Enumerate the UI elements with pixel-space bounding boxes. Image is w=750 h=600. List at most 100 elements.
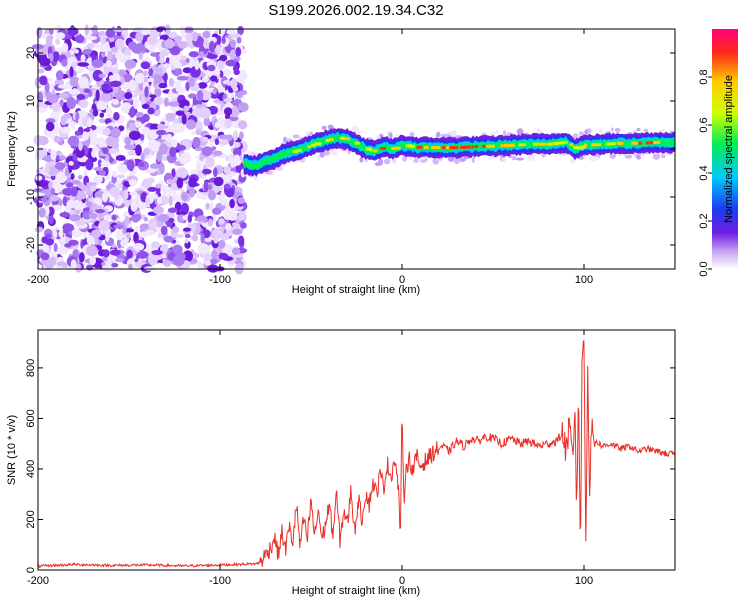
spectrogram-noise-blob: [188, 177, 197, 188]
spectrogram-noise-blob: [95, 209, 105, 214]
spectrogram-noise-blob: [59, 212, 71, 218]
spectrogram-noise-blob: [147, 77, 155, 83]
spectrogram-noise-blob: [57, 84, 68, 89]
spectrogram-noise-blob: [138, 202, 148, 208]
spectrogram-noise-blob: [131, 44, 144, 54]
spectrogram-noise-blob: [168, 101, 180, 107]
spectrogram-noise-blob: [85, 35, 98, 41]
spectrogram-noise-blob: [146, 193, 159, 200]
colorbar-label: Normalized spectral amplitude: [723, 75, 735, 223]
spectrogram-core-segment: [311, 143, 316, 147]
spectrogram-noise-blob: [184, 233, 191, 239]
spectrogram-noise-blob: [175, 86, 187, 94]
spectrogram-noise-blob: [132, 243, 145, 251]
spectrogram-noise-blob: [65, 182, 74, 188]
spectrogram-core-segment: [518, 143, 523, 147]
spectrogram-noise-blob: [232, 86, 239, 92]
spectrogram-noise-blob: [153, 96, 164, 106]
spectrogram-noise-blob: [98, 170, 107, 176]
spectrogram-noise-blob: [57, 246, 69, 255]
snr-y-tick-label: 600: [25, 409, 37, 427]
spectrogram-noise-blob: [137, 161, 145, 167]
spectrogram-noise-blob: [165, 113, 177, 118]
spectrogram-halo-dot: [569, 159, 576, 164]
spectrogram-noise-blob: [171, 123, 178, 130]
spectrogram-noise-blob: [167, 207, 178, 213]
spectrogram-core-segment: [423, 146, 429, 150]
spectrogram-noise-blob: [201, 146, 213, 157]
spectrogram-noise-blob: [123, 189, 129, 201]
spectrogram-core-segment: [442, 146, 448, 150]
spectrogram-signal-track: [241, 124, 679, 181]
spectrogram-noise-blob: [208, 218, 213, 227]
spectrogram-noise-blob: [126, 159, 135, 171]
spectrogram-noise-blob: [69, 76, 81, 87]
spectrogram-noise-blob: [211, 228, 224, 240]
spectrogram-halo-dot: [610, 127, 614, 132]
spectrogram-halo-dot: [636, 155, 641, 160]
spectrogram-noise-blob: [108, 75, 115, 81]
spectrogram-noise-blob: [172, 189, 177, 201]
spectrogram-noise-blob: [221, 125, 227, 130]
spectrogram-noise-blob: [112, 98, 119, 105]
spectrogram-noise-blob: [205, 202, 210, 210]
colorbar-gradient: [712, 29, 738, 269]
spectrogram-core-segment: [449, 146, 455, 150]
spectrogram-y-tick-label: 0: [25, 146, 37, 152]
spectrogram-noise-blob: [119, 95, 126, 101]
spectrogram-noise-blob: [176, 177, 184, 189]
spectrogram-noise-blob: [141, 113, 150, 123]
spectrogram-noise-blob: [58, 230, 64, 238]
spectrogram-noise-blob: [161, 184, 169, 195]
spectrogram-noise-blob: [240, 222, 247, 229]
snr-y-tick-label: 200: [25, 510, 37, 528]
spectrogram-y-ticks: -20 -10 0 10 20: [25, 47, 675, 253]
spectrogram-halo-dot: [636, 128, 641, 131]
spectrogram-halo-dot: [248, 150, 252, 156]
spectrogram-noise-blob: [135, 144, 142, 156]
spectrogram-noise-blob: [66, 97, 77, 110]
spectrogram-noise-blob: [232, 130, 239, 141]
spectrogram-y-label: Frequency (Hz): [6, 111, 18, 187]
spectrogram-halo-dot: [292, 134, 300, 139]
spectrogram-noise-blob: [157, 213, 170, 223]
spectrogram-noise-blob: [153, 83, 161, 89]
spectrogram-core-segment: [482, 144, 489, 148]
spectrogram-noise-blob: [184, 238, 189, 244]
spectrogram-noise-blob: [147, 129, 159, 140]
spectrogram-noise-blob: [58, 155, 66, 161]
spectrogram-noise-blob: [203, 38, 210, 49]
spectrogram-noise-blob: [78, 175, 83, 180]
spectrogram-core-segment: [547, 142, 554, 146]
spectrogram-core-segment: [500, 144, 504, 148]
spectrogram-noise-blob: [82, 211, 92, 220]
spectrogram-noise-blob: [188, 59, 194, 69]
spectrogram-noise-blob: [40, 195, 48, 203]
spectrogram-noise-blob: [85, 158, 94, 171]
spectrogram-core-segment: [372, 149, 378, 153]
spectrogram-core-segment: [343, 137, 351, 141]
spectrogram-noise-blob: [86, 187, 91, 195]
spectrogram-noise-blob: [213, 176, 224, 187]
spectrogram-noise-blob: [91, 59, 104, 68]
spectrogram-noise-blob: [217, 117, 225, 128]
spectrogram-noise-blob: [99, 112, 105, 118]
spectrogram-noise-blob: [110, 127, 121, 139]
spectrogram-noise-blob: [102, 127, 111, 136]
spectrogram-noise-blob: [188, 51, 199, 58]
spectrogram-noise-blob: [237, 25, 244, 36]
spectrogram-noise-blob: [224, 107, 233, 116]
spectrogram-noise-blob: [124, 59, 137, 69]
spectrogram-noise-blob: [112, 85, 120, 93]
spectrogram-noise-blob: [156, 129, 167, 136]
spectrogram-noise-blob: [163, 97, 169, 107]
spectrogram-noise-blob: [91, 149, 97, 158]
spectrogram-noise-blob: [53, 242, 58, 253]
spectrogram-noise-blob: [107, 50, 113, 60]
spectrogram-noise-blob: [148, 68, 154, 77]
spectrogram-noise-blob: [70, 186, 78, 197]
spectrogram-halo-dot: [389, 132, 393, 139]
spectrogram-halo-dot: [392, 161, 397, 165]
spectrogram-noise-blob: [151, 74, 163, 84]
colorbar-tick-label: 0.4: [698, 165, 710, 180]
